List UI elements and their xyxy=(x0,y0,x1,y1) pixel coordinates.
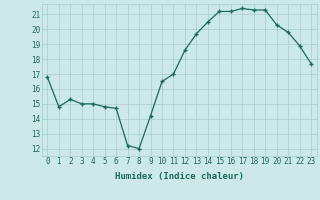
X-axis label: Humidex (Indice chaleur): Humidex (Indice chaleur) xyxy=(115,172,244,181)
